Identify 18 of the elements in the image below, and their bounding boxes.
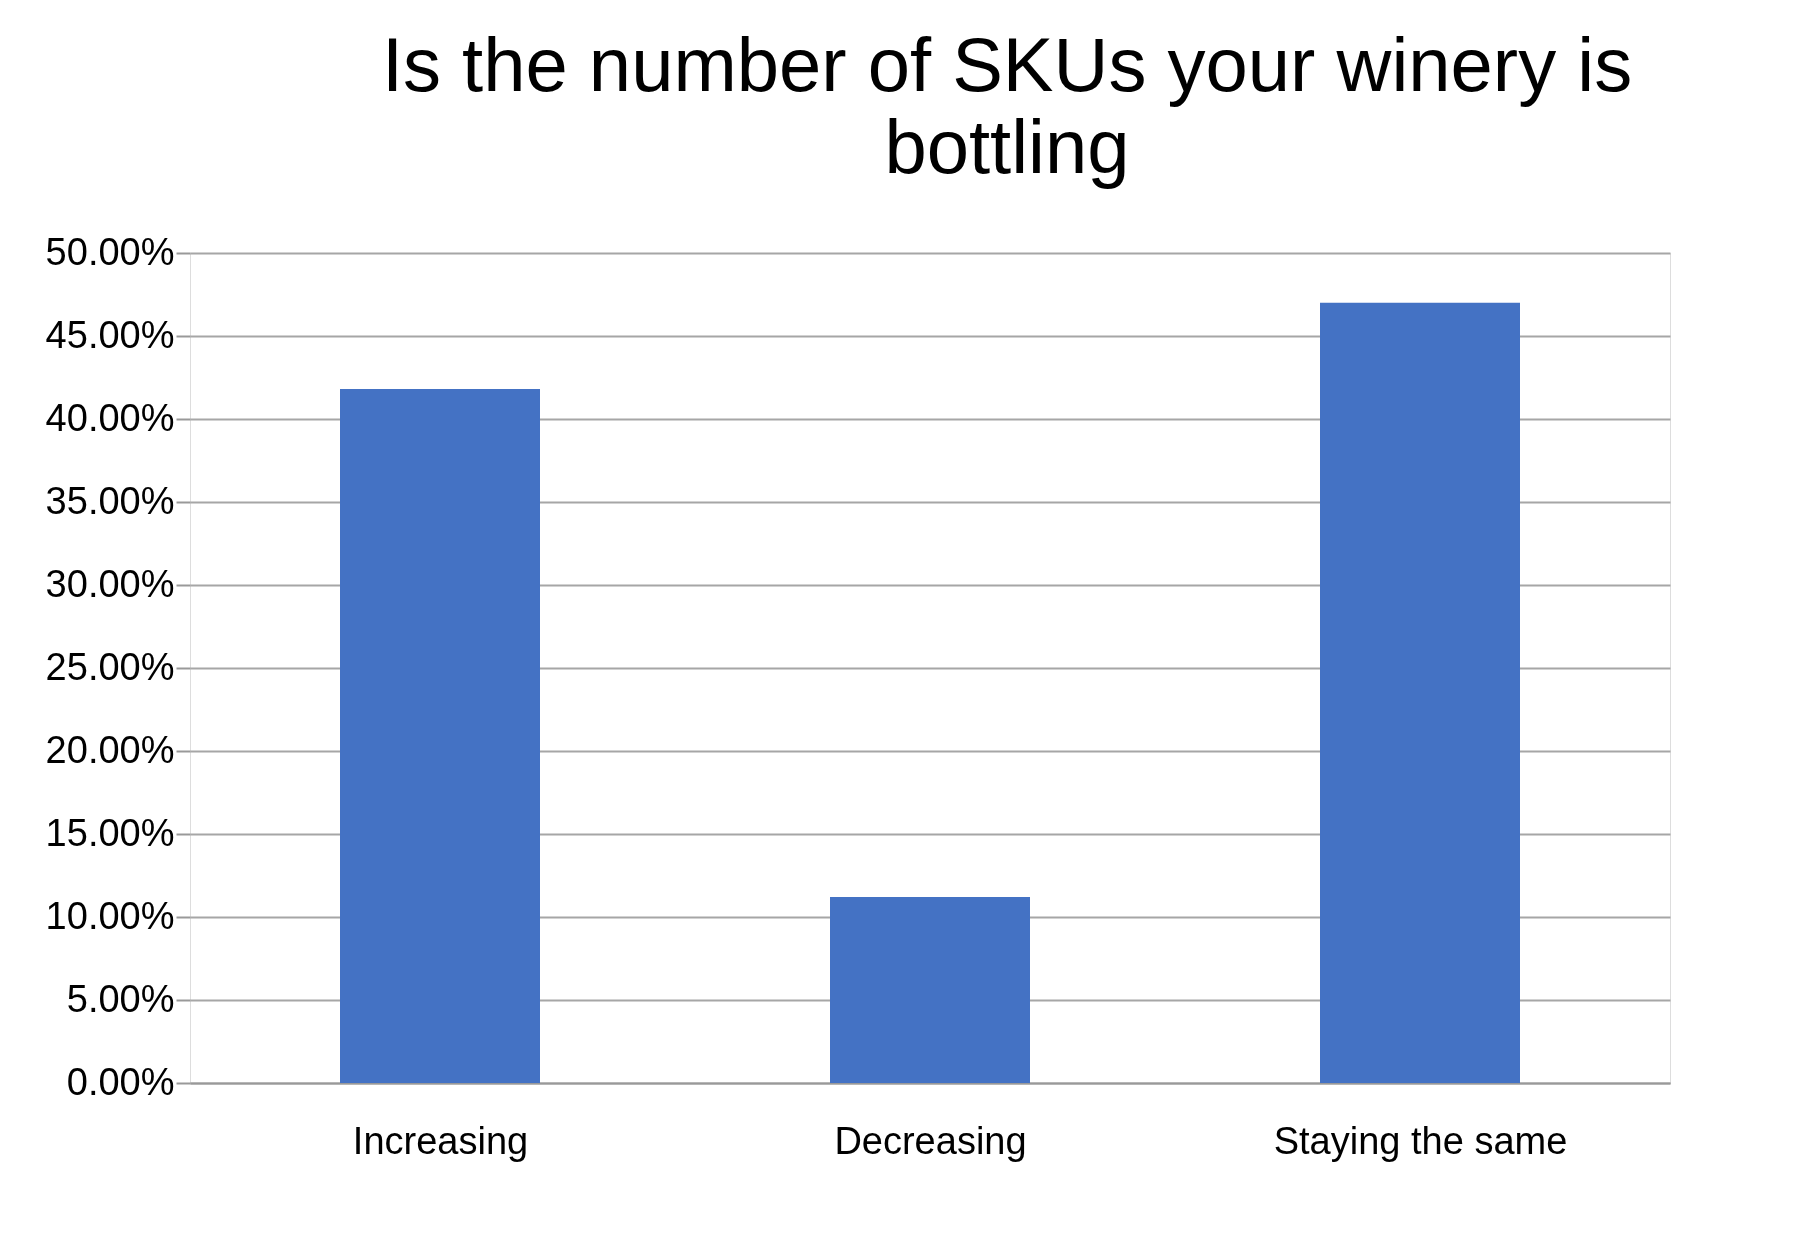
bar [830, 897, 1030, 1083]
y-tick-label: 20.00% [45, 728, 175, 771]
y-tick-label: 35.00% [45, 479, 175, 522]
x-tick-label: Increasing [352, 1119, 529, 1162]
chart-title: Is the number of SKUs your winery is bottling [381, 22, 1633, 189]
y-tick-label: 50.00% [45, 230, 175, 273]
y-tick-label: 15.00% [45, 811, 175, 854]
bar [1320, 302, 1520, 1083]
y-tick-label: 25.00% [45, 645, 175, 688]
y-tick-label: 30.00% [45, 562, 175, 605]
y-tick-label: 0.00% [66, 1060, 175, 1103]
bar [340, 389, 540, 1083]
x-tick-label: Decreasing [834, 1119, 1027, 1162]
y-tick-label: 10.00% [45, 894, 175, 937]
y-tick-label: 45.00% [45, 313, 175, 356]
y-tick-label: 40.00% [45, 396, 175, 439]
x-tick-label: Staying the same [1273, 1119, 1568, 1162]
y-tick-label: 5.00% [66, 977, 175, 1020]
